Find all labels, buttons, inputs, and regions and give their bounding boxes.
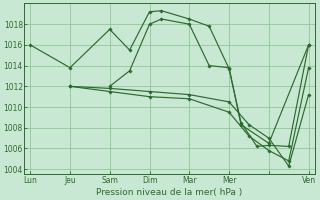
X-axis label: Pression niveau de la mer( hPa ): Pression niveau de la mer( hPa ) xyxy=(96,188,243,197)
